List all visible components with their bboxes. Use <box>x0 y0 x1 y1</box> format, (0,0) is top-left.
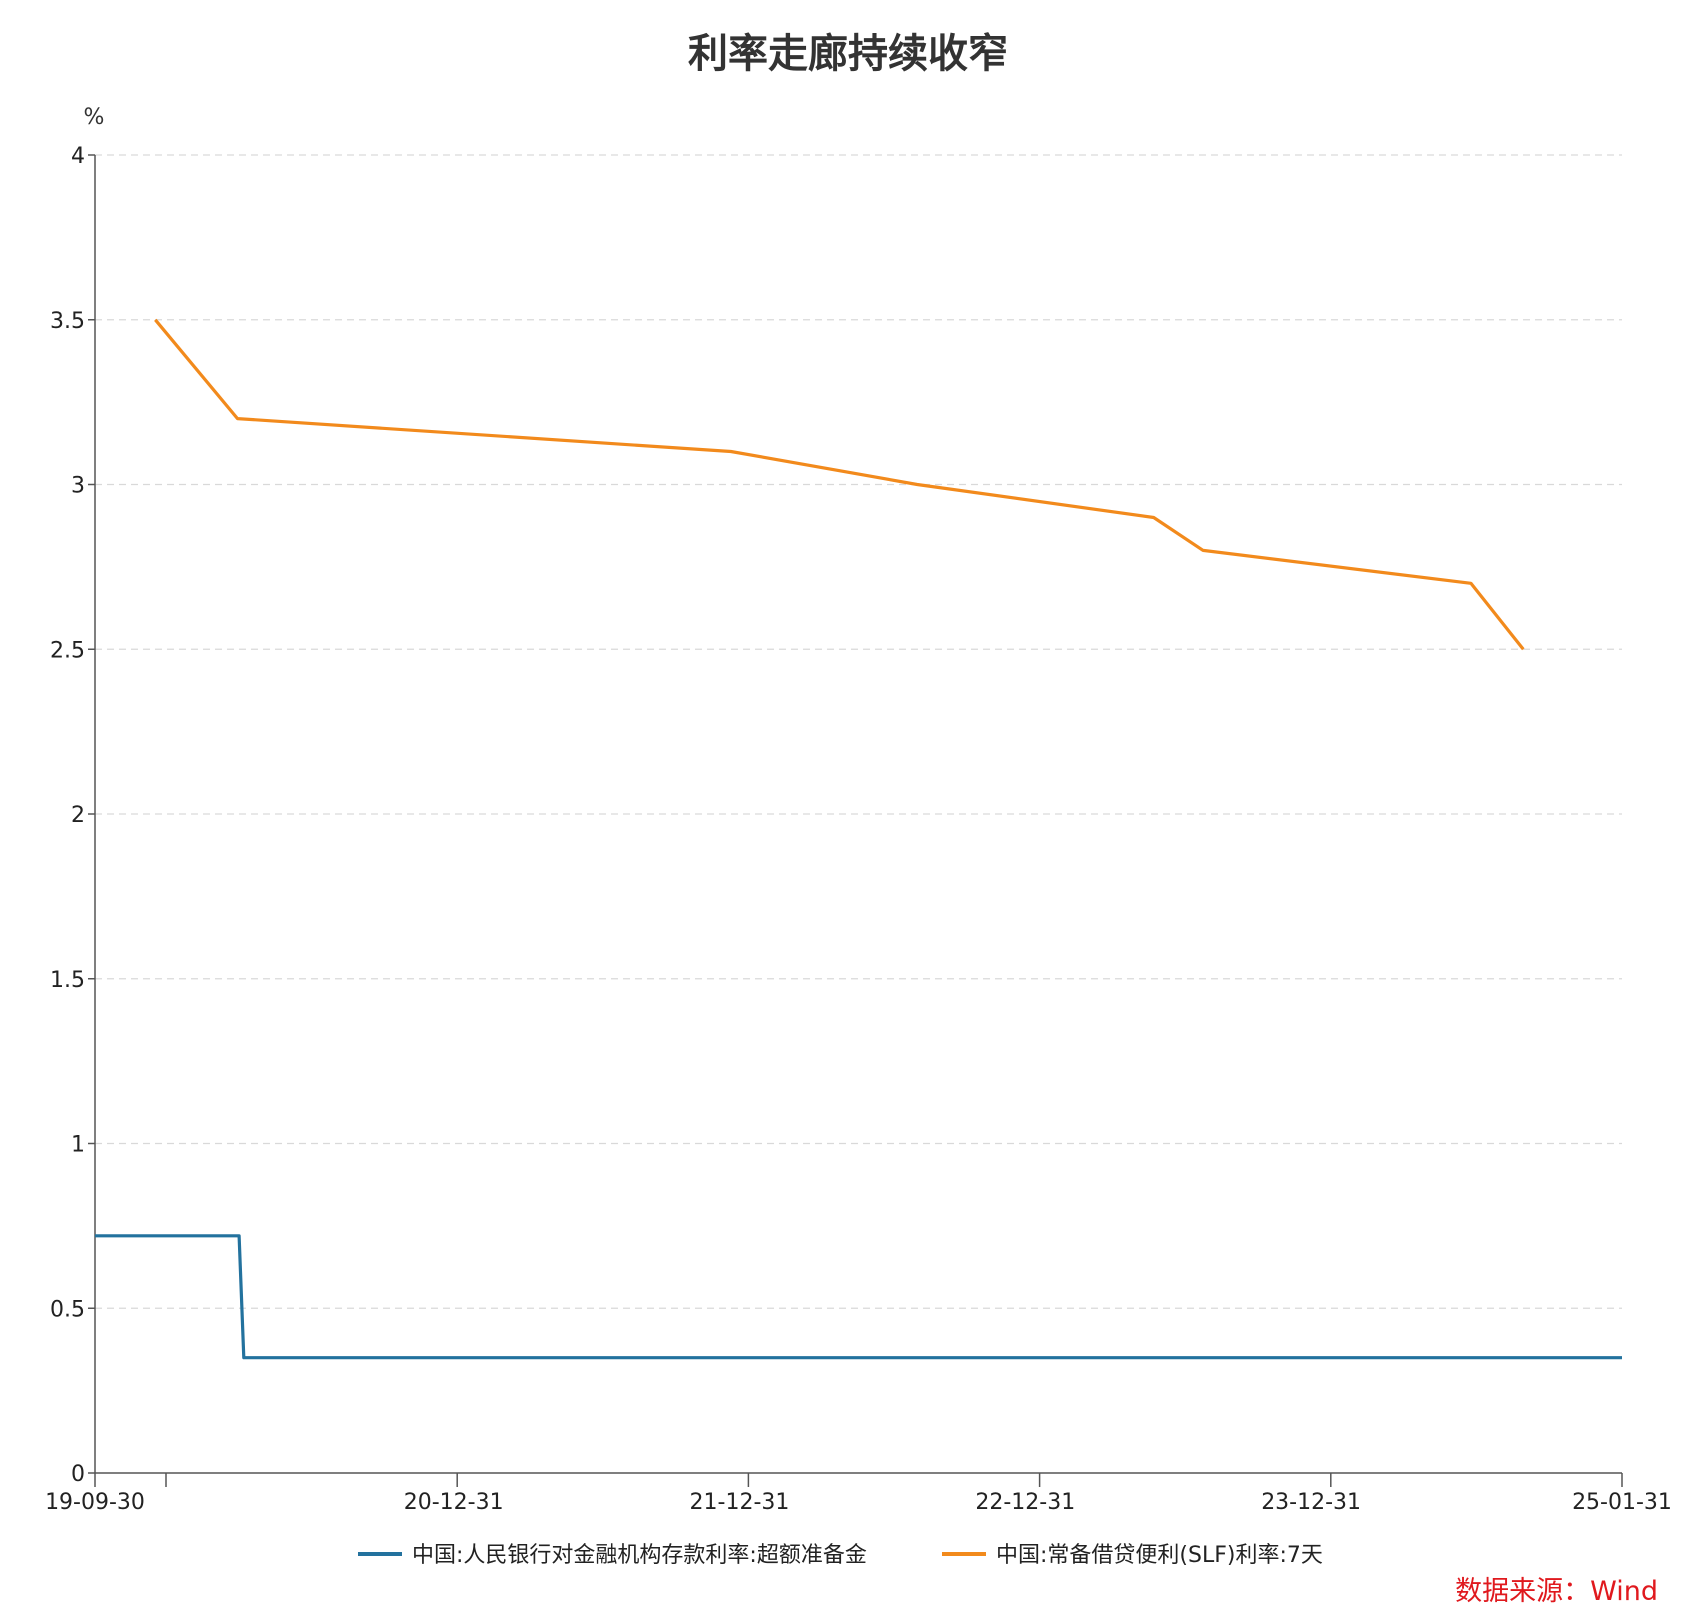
y-tick-label: 0.5 <box>50 1297 85 1322</box>
y-tick-label: 2 <box>71 803 85 828</box>
series-lines <box>95 318 1622 1360</box>
y-tick-label: 0 <box>71 1462 85 1487</box>
x-tick-label: 21-12-31 <box>690 1490 790 1515</box>
chart-title: 利率走廊持续收窄 <box>688 31 1008 77</box>
y-tick-label: 1 <box>71 1133 85 1158</box>
y-tick-label: 2.5 <box>50 638 85 663</box>
legend-label-2: 中国:常备借贷便利(SLF)利率:7天 <box>996 1543 1323 1568</box>
x-tick-label: 22-12-31 <box>975 1490 1075 1515</box>
axes: 0 0.5 1 1.5 2 2.5 3 3.5 4 19-09-30 20-12-31 21-12-3… <box>45 144 1672 1515</box>
x-tick-label: 19-09-30 <box>45 1490 145 1515</box>
x-tick-label: 25-01-31 <box>1572 1490 1672 1515</box>
series-line-2 <box>154 318 1525 651</box>
legend-label-1: 中国:人民银行对金融机构存款利率:超额准备金 <box>412 1543 867 1568</box>
grid-lines <box>95 154 1622 1309</box>
legend: 中国:人民银行对金融机构存款利率:超额准备金 中国:常备借贷便利(SLF)利率:7… <box>358 1543 1323 1568</box>
y-tick-label: 3.5 <box>50 309 85 334</box>
x-tick-label: 20-12-31 <box>404 1490 504 1515</box>
source-note: 数据来源：Wind <box>1455 1576 1658 1607</box>
x-tick-label: 23-12-31 <box>1261 1490 1361 1515</box>
y-tick-label: 4 <box>71 144 85 169</box>
series-line-1 <box>95 1234 1622 1360</box>
y-tick-label: 1.5 <box>50 968 85 993</box>
y-axis-unit: % <box>84 105 105 130</box>
y-tick-label: 3 <box>71 474 85 499</box>
